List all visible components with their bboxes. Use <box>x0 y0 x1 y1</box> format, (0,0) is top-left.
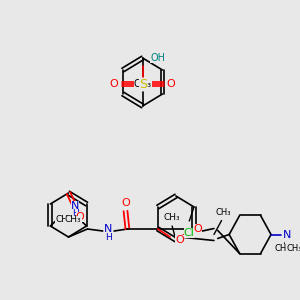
Text: CH₃: CH₃ <box>216 208 231 217</box>
Text: CH₃: CH₃ <box>65 215 82 224</box>
Text: CH₃: CH₃ <box>134 79 152 89</box>
Text: O: O <box>76 212 84 222</box>
Text: Cl: Cl <box>184 228 195 238</box>
Text: CH₃: CH₃ <box>275 244 290 253</box>
Text: O: O <box>167 79 176 89</box>
Text: CH₃: CH₃ <box>286 244 300 253</box>
Text: O: O <box>121 198 130 208</box>
Text: H: H <box>105 233 112 242</box>
Text: N: N <box>283 230 291 239</box>
Text: OH: OH <box>150 53 165 63</box>
Text: O: O <box>194 224 202 234</box>
Text: N: N <box>104 224 112 234</box>
Text: N: N <box>71 201 80 211</box>
Text: CH₃: CH₃ <box>55 215 72 224</box>
Text: H: H <box>72 209 79 218</box>
Text: O: O <box>110 79 118 89</box>
Text: S: S <box>139 77 147 91</box>
Text: O: O <box>175 235 184 245</box>
Text: CH₃: CH₃ <box>164 214 180 223</box>
